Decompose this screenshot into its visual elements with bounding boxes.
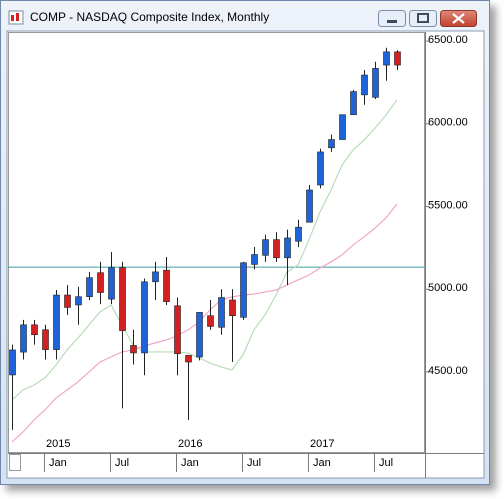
candle-body xyxy=(295,226,302,242)
candle-body xyxy=(9,349,16,376)
candle-body xyxy=(75,296,82,306)
candle-body xyxy=(350,91,357,116)
y-tick-label: 6000.00 xyxy=(428,117,468,129)
candle-body xyxy=(394,51,401,66)
candle-body xyxy=(229,299,236,316)
plot-frame xyxy=(8,32,425,453)
candle-body xyxy=(130,345,137,354)
x-tick-label: Jan xyxy=(49,457,67,469)
app-icon xyxy=(8,10,24,25)
candle-body xyxy=(218,297,225,328)
x-tick-label: Jan xyxy=(313,457,331,469)
y-tick-label: 6500.00 xyxy=(428,34,468,46)
candle-body xyxy=(152,271,159,283)
candle-body xyxy=(174,305,181,355)
candle-body xyxy=(372,68,379,98)
candle-body xyxy=(361,74,368,96)
x-tick-label: Jan xyxy=(181,457,199,469)
x-tick-label: Jul xyxy=(247,457,261,469)
candle-body xyxy=(42,329,49,350)
candle-body xyxy=(64,294,71,308)
y-tick-label: 4500.00 xyxy=(428,365,468,377)
plot-area xyxy=(8,47,425,443)
candle-body xyxy=(53,294,60,350)
candle-body xyxy=(207,315,214,327)
chart-panel xyxy=(6,30,485,479)
x-tick-label: Jul xyxy=(115,457,129,469)
candle-body xyxy=(339,114,346,140)
year-label: 2015 xyxy=(46,438,70,450)
y-tick-label: 5500.00 xyxy=(428,199,468,211)
candle-body xyxy=(196,312,203,358)
candle-body xyxy=(119,267,126,331)
candle-body xyxy=(20,324,27,353)
candle-body xyxy=(262,239,269,256)
candle-body xyxy=(273,239,280,259)
moving-average-line xyxy=(11,203,398,443)
year-label: 2017 xyxy=(310,438,334,450)
axis-corner xyxy=(9,454,21,471)
x-tick-label: Jul xyxy=(379,457,393,469)
candle-body xyxy=(97,272,104,293)
candle-body xyxy=(108,267,115,300)
y-tick-label: 5000.00 xyxy=(428,282,468,294)
candle-body xyxy=(306,189,313,223)
maximize-button[interactable] xyxy=(409,10,437,27)
candle-body xyxy=(251,254,258,265)
candle-body xyxy=(383,51,390,66)
moving-average-line xyxy=(11,99,398,401)
minimize-button[interactable] xyxy=(378,10,406,27)
candle-body xyxy=(185,355,192,363)
close-button[interactable] xyxy=(440,10,477,27)
candle-body xyxy=(31,324,38,336)
candle-body xyxy=(86,277,93,297)
candle-body xyxy=(240,262,247,318)
window-title: COMP - NASDAQ Composite Index, Monthly xyxy=(30,10,269,24)
candle-body xyxy=(284,237,291,259)
year-label: 2016 xyxy=(178,438,202,450)
candle-body xyxy=(163,269,170,302)
candle-body xyxy=(141,281,148,354)
candle-body xyxy=(328,139,335,149)
candle-body xyxy=(317,151,324,186)
